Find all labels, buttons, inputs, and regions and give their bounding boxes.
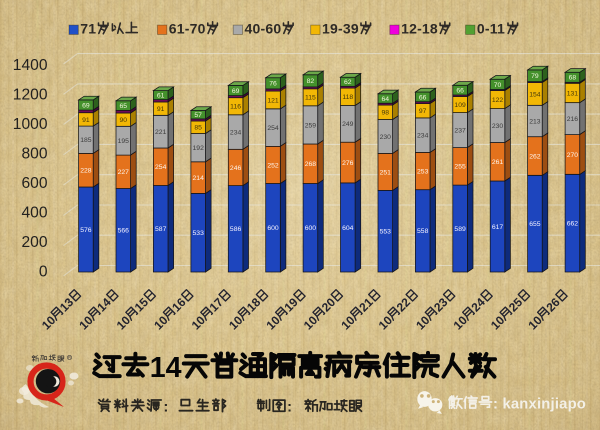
svg-text:40-60: 40-60: [245, 21, 282, 37]
svg-text:558: 558: [417, 228, 429, 235]
svg-text:62: 62: [344, 79, 352, 86]
svg-text:234: 234: [417, 133, 429, 140]
svg-text:254: 254: [267, 125, 279, 132]
svg-text:553: 553: [380, 229, 392, 236]
svg-text:68: 68: [569, 75, 577, 82]
svg-text:61-70: 61-70: [169, 21, 206, 37]
svg-text:214: 214: [193, 175, 205, 182]
svg-text:221: 221: [155, 129, 167, 136]
svg-text:185: 185: [80, 137, 92, 144]
svg-text:195: 195: [118, 138, 130, 145]
svg-text:14: 14: [150, 352, 182, 384]
svg-text:587: 587: [155, 226, 167, 233]
svg-text:71: 71: [80, 21, 96, 37]
svg-text:98: 98: [382, 110, 390, 117]
svg-text:400: 400: [21, 205, 47, 222]
svg-text:261: 261: [492, 159, 504, 166]
svg-text:69: 69: [232, 88, 240, 95]
svg-text:116: 116: [230, 104, 241, 111]
svg-text:70: 70: [494, 82, 502, 89]
svg-text:234: 234: [230, 129, 242, 136]
svg-text:: kanxinjiapo: : kanxinjiapo: [493, 397, 586, 413]
svg-text::: :: [163, 399, 170, 416]
svg-text:200: 200: [21, 234, 47, 251]
svg-text:228: 228: [80, 168, 92, 175]
svg-text:115: 115: [305, 95, 316, 102]
svg-text::: :: [287, 400, 293, 416]
svg-text:66: 66: [456, 88, 464, 95]
svg-text:121: 121: [267, 97, 279, 104]
svg-text:800: 800: [21, 146, 47, 163]
svg-text:662: 662: [567, 221, 579, 228]
svg-text:252: 252: [267, 162, 279, 169]
svg-text:122: 122: [492, 97, 504, 104]
svg-text:237: 237: [454, 127, 466, 134]
svg-text:0: 0: [39, 264, 48, 281]
svg-text:600: 600: [305, 225, 317, 232]
svg-text:255: 255: [454, 164, 466, 171]
svg-text:85: 85: [194, 125, 202, 132]
svg-text:109: 109: [454, 102, 466, 109]
svg-text:97: 97: [419, 108, 427, 115]
svg-text:1200: 1200: [13, 87, 48, 104]
svg-text:617: 617: [492, 224, 504, 231]
svg-text:131: 131: [567, 90, 579, 97]
svg-text:213: 213: [529, 118, 541, 125]
svg-text:589: 589: [454, 226, 466, 233]
svg-text:251: 251: [380, 169, 392, 176]
svg-text:262: 262: [529, 154, 541, 161]
svg-text:61: 61: [157, 93, 165, 100]
svg-text:57: 57: [194, 112, 202, 119]
svg-text:270: 270: [567, 152, 579, 159]
svg-text:76: 76: [269, 81, 277, 88]
svg-text:586: 586: [230, 226, 242, 233]
svg-text:655: 655: [529, 221, 541, 228]
svg-text:R: R: [68, 355, 71, 360]
svg-text:19-39: 19-39: [322, 21, 359, 37]
svg-text:533: 533: [193, 230, 205, 237]
svg-text:604: 604: [342, 225, 354, 232]
svg-text:69: 69: [82, 102, 90, 109]
svg-text:90: 90: [120, 117, 128, 124]
svg-text:64: 64: [382, 96, 390, 103]
svg-text:216: 216: [567, 116, 579, 123]
svg-text:12-18: 12-18: [401, 21, 438, 37]
svg-text:1000: 1000: [13, 116, 48, 133]
svg-text:91: 91: [157, 106, 165, 113]
svg-text:82: 82: [307, 78, 315, 85]
svg-text:91: 91: [82, 117, 90, 124]
svg-text:192: 192: [193, 145, 205, 152]
svg-text:600: 600: [267, 225, 279, 232]
svg-text:227: 227: [118, 169, 130, 176]
svg-text:230: 230: [380, 134, 392, 141]
svg-text:230: 230: [492, 123, 504, 130]
svg-text:79: 79: [531, 73, 539, 80]
svg-text:66: 66: [419, 94, 427, 101]
svg-text:576: 576: [80, 227, 92, 234]
svg-text:254: 254: [155, 164, 167, 171]
svg-text:253: 253: [417, 168, 429, 175]
svg-text:600: 600: [21, 175, 47, 192]
svg-text:566: 566: [118, 228, 130, 235]
svg-text:154: 154: [529, 91, 541, 98]
svg-text:0-11: 0-11: [477, 21, 505, 37]
svg-text:259: 259: [305, 122, 317, 129]
svg-text:118: 118: [342, 94, 353, 101]
svg-text:276: 276: [342, 160, 354, 167]
svg-text:249: 249: [342, 121, 354, 128]
svg-text:268: 268: [305, 161, 317, 168]
svg-text:246: 246: [230, 165, 242, 172]
svg-text:1400: 1400: [13, 57, 48, 74]
svg-text:65: 65: [120, 103, 128, 110]
